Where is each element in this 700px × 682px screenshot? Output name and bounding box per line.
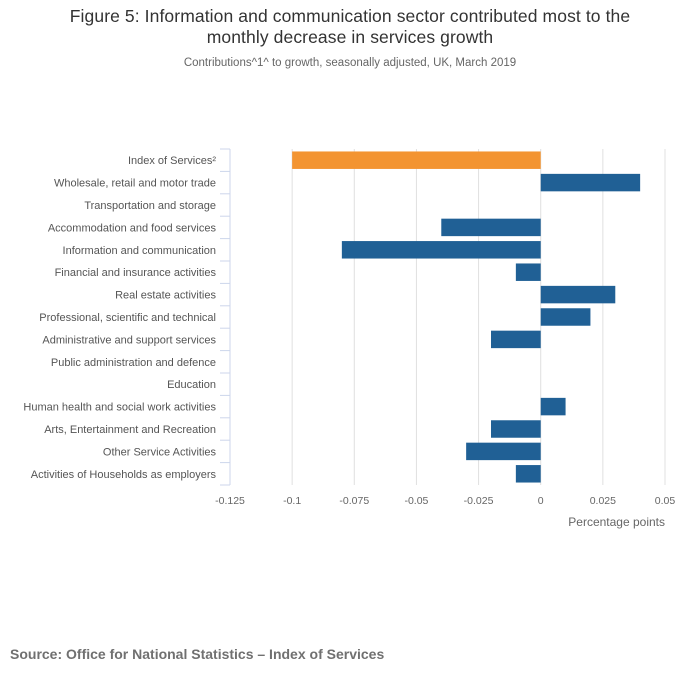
x-tick-label: 0	[538, 495, 544, 507]
bar-5	[515, 263, 541, 281]
y-axis	[220, 148, 231, 486]
category-label: Real estate activities	[115, 290, 216, 302]
category-label: Transportation and storage	[84, 200, 216, 212]
bar-11	[540, 397, 566, 416]
chart-subtitle: Contributions^1^ to growth, seasonally a…	[183, 57, 517, 69]
bar-7	[540, 308, 591, 326]
x-tick-label: -0.075	[339, 495, 369, 507]
bar-13	[466, 442, 541, 461]
x-tick-label: -0.05	[404, 495, 428, 507]
chart-title: Figure 5: Information and communication …	[0, 6, 700, 48]
x-axis-title: Percentage points	[568, 515, 665, 529]
bar-6	[540, 285, 616, 304]
category-label: Information and communication	[63, 245, 216, 257]
bar-12	[491, 420, 541, 438]
category-label: Public administration and defence	[51, 357, 216, 369]
bar-0	[292, 151, 541, 169]
category-label: Financial and insurance activities	[55, 267, 217, 279]
category-label: Activities of Households as employers	[31, 469, 217, 481]
category-label: Professional, scientific and technical	[39, 312, 216, 324]
bar-8	[491, 330, 541, 349]
category-labels: Index of Services² Wholesale, retail and …	[23, 155, 216, 481]
bar-3	[441, 218, 541, 237]
bar-1	[540, 173, 641, 192]
x-tick-label: 0.05	[655, 495, 676, 507]
category-label: Human health and social work activities	[23, 402, 216, 414]
bar-4	[341, 241, 541, 259]
bar-14	[515, 465, 541, 483]
category-label: Education	[167, 379, 216, 391]
chart-title-line-2: monthly decrease in services growth	[206, 27, 494, 47]
gridlines	[291, 149, 666, 485]
source-note: Source: Office for National Statistics –…	[10, 646, 385, 662]
x-tick-labels: -0.125 -0.1 -0.075 -0.05 -0.025 0 0.025 0.05	[215, 495, 675, 507]
category-label: Accommodation and food services	[48, 222, 217, 234]
x-tick-label: -0.1	[283, 495, 301, 507]
category-label: Arts, Entertainment and Recreation	[44, 424, 216, 436]
chart-title-line-1: Figure 5: Information and communication …	[69, 6, 631, 26]
bars	[292, 151, 641, 483]
category-label: Other Service Activities	[103, 446, 217, 458]
category-label: Index of Services²	[128, 155, 216, 167]
x-tick-label: -0.125	[215, 495, 245, 507]
x-tick-label: 0.025	[590, 495, 616, 507]
x-tick-label: -0.025	[464, 495, 494, 507]
category-label: Administrative and support services	[42, 334, 216, 346]
category-label: Wholesale, retail and motor trade	[54, 178, 216, 190]
